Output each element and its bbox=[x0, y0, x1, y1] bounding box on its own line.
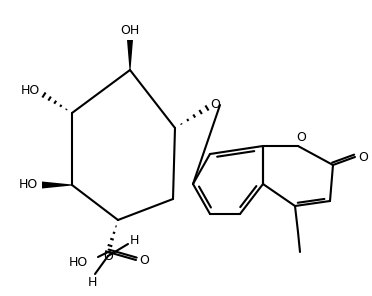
Text: O: O bbox=[296, 131, 306, 144]
Text: HO: HO bbox=[68, 255, 88, 268]
Polygon shape bbox=[42, 181, 72, 189]
Text: O: O bbox=[210, 97, 220, 110]
Text: O: O bbox=[103, 250, 113, 263]
Text: H: H bbox=[87, 276, 97, 289]
Text: H: H bbox=[129, 234, 139, 247]
Polygon shape bbox=[127, 40, 133, 70]
Text: HO: HO bbox=[18, 178, 38, 192]
Text: O: O bbox=[139, 253, 149, 266]
Text: O: O bbox=[358, 150, 368, 163]
Text: HO: HO bbox=[20, 83, 40, 96]
Text: OH: OH bbox=[121, 23, 140, 36]
